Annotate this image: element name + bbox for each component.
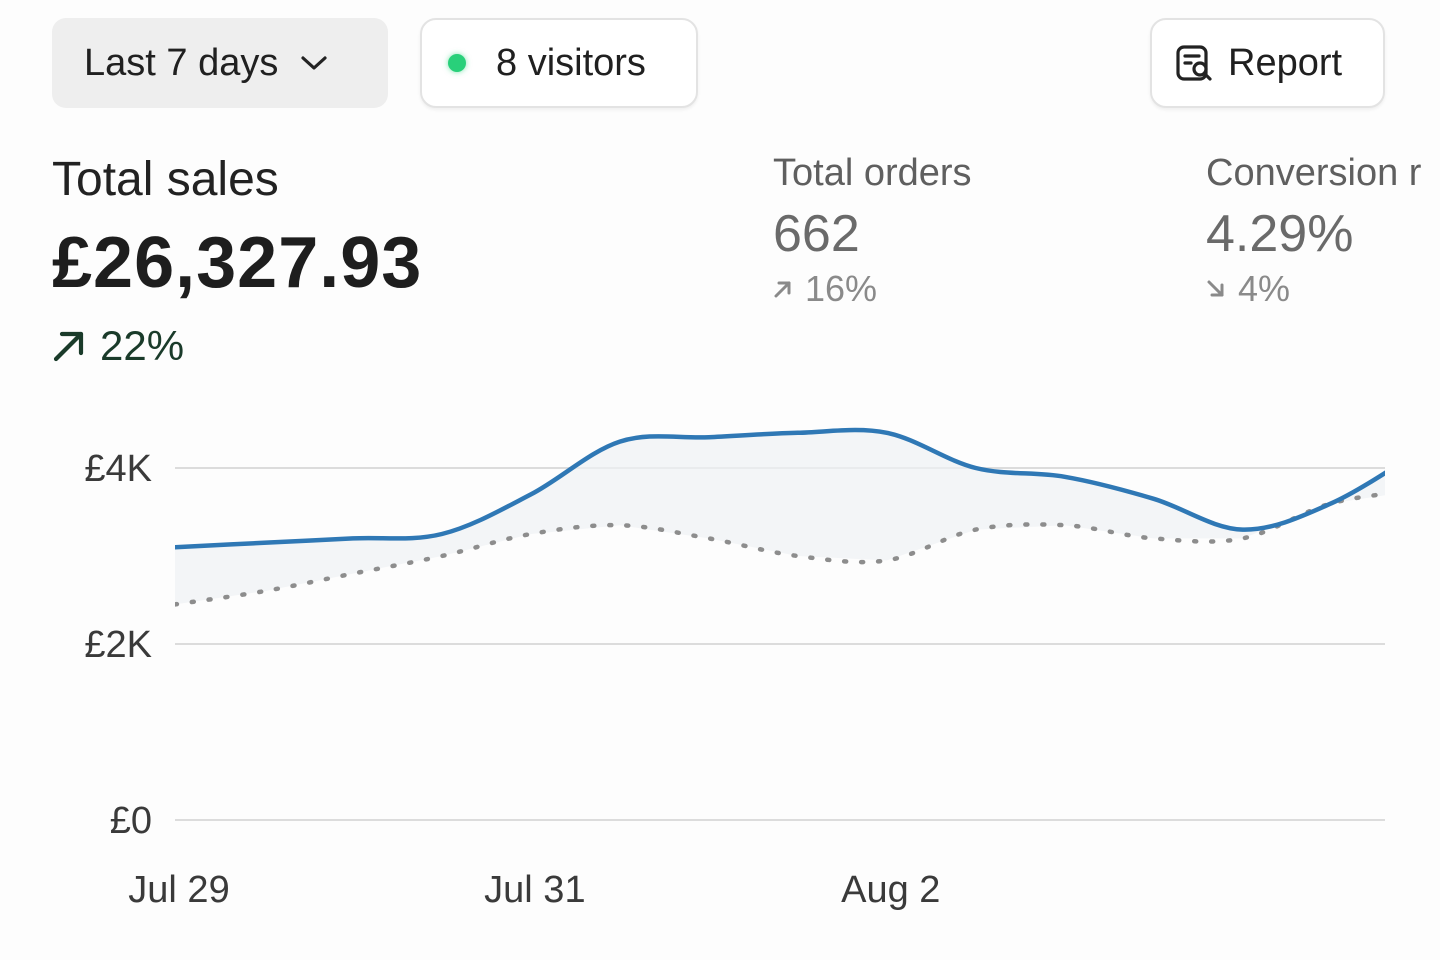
y-tick-label: £2K: [84, 624, 152, 666]
x-axis-labels: Jul 29 Jul 31 Aug 2: [128, 869, 940, 911]
total-orders-change: 16%: [773, 268, 877, 310]
conversion-change: 4%: [1206, 268, 1290, 310]
arrow-up-right-icon: [53, 331, 84, 362]
report-search-icon: [1176, 45, 1212, 81]
arrow-down-right-icon: [1207, 280, 1224, 297]
live-status-dot-icon: [448, 54, 466, 72]
report-button[interactable]: Report: [1150, 18, 1385, 108]
series-gap-fill: [175, 430, 1385, 605]
chevron-down-icon: [300, 49, 328, 77]
date-range-label: Last 7 days: [84, 41, 279, 84]
total-orders-change-value: 16%: [805, 268, 878, 309]
conversion-label: Conversion r: [1206, 152, 1422, 194]
y-tick-label: £4K: [84, 448, 152, 490]
chart-series: [175, 427, 1385, 607]
x-tick-label: Aug 2: [841, 869, 940, 911]
live-visitors-button[interactable]: 8 visitors: [420, 18, 698, 108]
sales-series-line: [175, 427, 1385, 550]
conversion-value: 4.29%: [1206, 205, 1354, 263]
total-orders-value: 662: [773, 205, 860, 263]
total-sales-value: £26,327.93: [52, 223, 423, 303]
y-tick-label: £0: [110, 800, 152, 842]
total-sales-label: Total sales: [52, 153, 279, 206]
total-sales-change-value: 22%: [100, 322, 185, 369]
conversion-change-value: 4%: [1238, 268, 1291, 309]
chart-area-fill: [175, 430, 1385, 605]
x-tick-label: Jul 29: [128, 869, 229, 911]
total-orders-label: Total orders: [773, 152, 972, 194]
comparison-series-line: [175, 491, 1385, 607]
y-axis-labels: £0 £2K £4K: [84, 448, 152, 842]
total-sales-change: 22%: [52, 322, 184, 370]
sales-line-chart: £0 £2K £4K Jul 29 Jul 31 Aug 2: [84, 427, 1385, 911]
date-range-dropdown[interactable]: Last 7 days: [52, 18, 388, 108]
x-tick-label: Jul 31: [484, 869, 585, 911]
report-label: Report: [1228, 41, 1343, 84]
visitors-label: 8 visitors: [496, 41, 646, 84]
arrow-up-right-icon: [774, 281, 791, 298]
